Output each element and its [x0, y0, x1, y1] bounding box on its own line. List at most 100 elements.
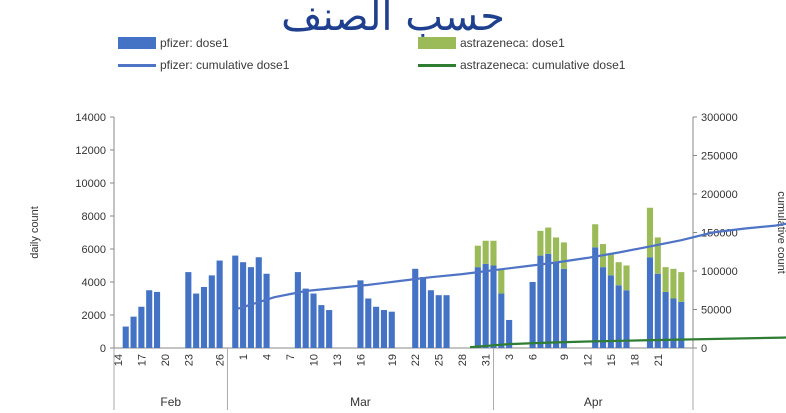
legend-swatch-pfizer-bar [118, 37, 156, 49]
line-astrazeneca-cumulative [469, 336, 786, 349]
x-tick-label: 6 [528, 354, 540, 360]
bar-pfizer-dose1 [193, 293, 200, 348]
bar-astrazeneca-dose1 [623, 265, 630, 291]
x-tick-label: 21 [653, 354, 665, 366]
y-tick-label-right: 250000 [701, 151, 738, 163]
bar-astrazeneca-dose1 [592, 224, 599, 248]
bar-pfizer-dose1 [662, 291, 669, 348]
legend-swatch-astrazeneca-line [418, 63, 456, 67]
bar-pfizer-dose1 [240, 262, 247, 348]
bar-pfizer-dose1 [506, 319, 513, 348]
bar-astrazeneca-dose1 [607, 253, 614, 276]
bar-pfizer-dose1 [607, 275, 614, 348]
month-label: Mar [350, 395, 371, 409]
bar-pfizer-dose1 [302, 288, 309, 348]
x-tick-label: 26 [215, 354, 227, 366]
x-tick-label: 1 [238, 354, 250, 360]
x-tick-label: 12 [582, 354, 594, 366]
x-tick-label: 20 [160, 354, 172, 366]
month-label: Apr [584, 395, 603, 409]
y-tick-label-right: 200000 [701, 189, 738, 201]
x-tick-label: 18 [629, 354, 641, 366]
y-tick-label-right: 50000 [701, 305, 732, 317]
bar-pfizer-dose1 [153, 291, 161, 348]
bar-pfizer-dose1 [490, 265, 497, 348]
bar-pfizer-dose1 [599, 267, 607, 348]
y-tick-label-right: 0 [701, 343, 707, 355]
bar-pfizer-dose1 [122, 326, 129, 348]
legend-pfizer-cumulative: pfizer: cumulative dose1 [118, 58, 289, 72]
bar-pfizer-dose1 [654, 273, 661, 348]
bar-pfizer-dose1 [326, 310, 333, 348]
bar-pfizer-dose1 [208, 275, 215, 348]
bar-pfizer-dose1 [263, 273, 270, 348]
bar-astrazeneca-dose1 [474, 245, 481, 268]
bar-pfizer-dose1 [138, 306, 145, 348]
bar-astrazeneca-dose1 [490, 240, 497, 266]
x-tick-label: 22 [410, 354, 422, 366]
bar-pfizer-dose1 [294, 272, 301, 348]
x-tick-label: 14 [113, 354, 125, 366]
y-tick-label-left: 6000 [82, 244, 106, 256]
bar-pfizer-dose1 [310, 293, 317, 348]
legend-astrazeneca-dose1: astrazeneca: dose1 [418, 36, 565, 50]
x-tick-label: 25 [434, 354, 446, 366]
bar-pfizer-dose1 [318, 305, 325, 348]
bar-astrazeneca-dose1 [670, 268, 677, 299]
bar-pfizer-dose1 [474, 267, 481, 348]
legend-label-astrazeneca-cumulative: astrazeneca: cumulative dose1 [460, 58, 626, 72]
bar-astrazeneca-dose1 [560, 242, 567, 269]
bar-astrazeneca-dose1 [553, 237, 560, 263]
y-tick-label-left: 2000 [82, 310, 106, 322]
bar-pfizer-dose1 [529, 282, 536, 348]
x-tick-label: 16 [355, 354, 367, 366]
y-axis-title-left: daily count [29, 206, 41, 259]
bar-pfizer-dose1 [357, 280, 364, 348]
legend-label-pfizer-dose1: pfizer: dose1 [160, 36, 229, 50]
y-tick-label-left: 14000 [75, 112, 106, 124]
y-tick-label-right: 100000 [701, 266, 738, 278]
bar-pfizer-dose1 [200, 286, 208, 348]
legend-swatch-pfizer-line [118, 63, 156, 67]
x-tick-label: 23 [183, 354, 195, 366]
bar-astrazeneca-dose1 [482, 240, 489, 264]
x-tick-label: 28 [457, 354, 469, 366]
y-tick-label-right: 300000 [701, 112, 738, 124]
bar-pfizer-dose1 [553, 262, 560, 348]
bar-pfizer-dose1 [420, 277, 427, 348]
bar-pfizer-dose1 [623, 290, 630, 348]
bar-pfizer-dose1 [545, 253, 552, 348]
bar-pfizer-dose1 [146, 290, 153, 348]
bar-astrazeneca-dose1 [646, 207, 654, 258]
bar-pfizer-dose1 [130, 316, 137, 348]
bar-pfizer-dose1 [537, 255, 544, 348]
x-tick-label: 4 [262, 354, 274, 360]
bar-pfizer-dose1 [498, 293, 505, 348]
chart-title: حسب الصنف [281, 0, 505, 40]
bar-pfizer-dose1 [670, 298, 677, 348]
legend-astrazeneca-cumulative: astrazeneca: cumulative dose1 [418, 58, 625, 72]
legend-pfizer-dose1: pfizer: dose1 [118, 36, 229, 50]
legend-label-pfizer-cumulative: pfizer: cumulative dose1 [160, 58, 290, 72]
line-pfizer-cumulative [234, 222, 786, 311]
bar-pfizer-dose1 [380, 310, 387, 348]
x-tick-label: 7 [285, 354, 297, 360]
bar-pfizer-dose1 [185, 272, 192, 348]
bar-pfizer-dose1 [615, 285, 622, 348]
bar-pfizer-dose1 [443, 295, 450, 348]
bar-astrazeneca-dose1 [545, 227, 552, 254]
x-tick-label: 3 [504, 354, 516, 360]
bar-pfizer-dose1 [247, 267, 254, 348]
legend-label-astrazeneca-dose1: astrazeneca: dose1 [460, 36, 565, 50]
y-tick-label-left: 0 [100, 343, 106, 355]
bar-pfizer-dose1 [592, 247, 599, 348]
y-tick-label-left: 8000 [82, 211, 106, 223]
x-tick-label: 15 [606, 354, 618, 366]
y-tick-label-left: 10000 [75, 178, 106, 190]
y-axis-title-right: cumulative count [775, 191, 786, 274]
month-label: Feb [160, 395, 181, 409]
bar-astrazeneca-dose1 [537, 230, 544, 256]
bar-astrazeneca-dose1 [654, 237, 661, 274]
bar-pfizer-dose1 [232, 255, 239, 348]
